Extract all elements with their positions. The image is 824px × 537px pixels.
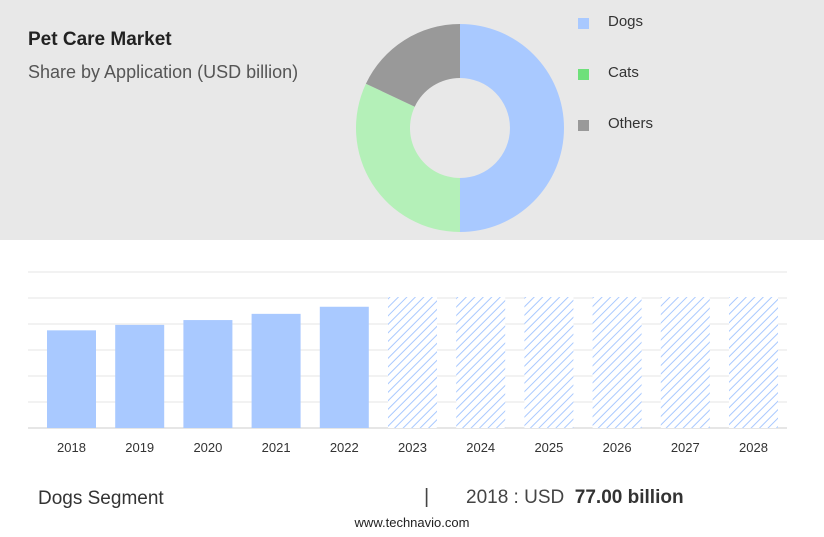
x-tick-label: 2024 — [466, 440, 495, 455]
legend-swatch-dogs — [578, 18, 589, 29]
donut-slice-cats — [356, 83, 460, 232]
legend-swatch-others — [578, 120, 589, 131]
x-tick-label: 2023 — [398, 440, 427, 455]
footer-separator: | — [424, 486, 430, 508]
chart-title: Pet Care Market — [28, 29, 172, 50]
bar-2023 — [388, 297, 437, 428]
source-link[interactable]: www.technavio.com — [354, 515, 470, 530]
segment-value-prefix: 2018 : USD — [466, 487, 565, 508]
chart-subtitle: Share by Application (USD billion) — [28, 62, 299, 82]
bar-2018 — [47, 330, 96, 428]
bar-2025 — [524, 297, 574, 428]
bar-2026 — [592, 297, 642, 428]
legend-label-others: Others — [608, 115, 654, 132]
segment-value-amount: 77.00 billion — [574, 487, 684, 508]
x-tick-label: 2026 — [603, 440, 632, 455]
legend-swatch-cats — [578, 69, 589, 80]
donut-chart — [356, 24, 564, 232]
x-tick-label: 2020 — [193, 440, 222, 455]
x-tick-label: 2021 — [262, 440, 291, 455]
bar-2020 — [183, 320, 233, 428]
x-tick-label: 2028 — [739, 440, 768, 455]
bar-2022 — [319, 306, 369, 428]
legend-label-cats: Cats — [608, 64, 639, 81]
bar-2028 — [729, 297, 778, 428]
x-tick-label: 2027 — [671, 440, 700, 455]
segment-label: Dogs Segment — [38, 488, 164, 509]
bar-chart: 2018 2019 2020 2021 2022 2023 2024 2025 2026 2027… — [28, 271, 787, 455]
x-tick-label: 2022 — [330, 440, 359, 455]
segment-value: 2018 : USD 77.00 billion — [466, 487, 684, 509]
bar-2027 — [660, 297, 710, 428]
donut-slice-others — [365, 24, 460, 107]
legend-label-dogs: Dogs — [608, 13, 644, 30]
x-tick-label: 2019 — [125, 440, 154, 455]
x-tick-label: 2025 — [534, 440, 563, 455]
bar-2024 — [456, 297, 506, 428]
x-tick-label: 2018 — [57, 440, 86, 455]
bar-2019 — [115, 324, 165, 428]
donut-slice-dogs — [460, 24, 564, 232]
bar-2021 — [251, 313, 301, 428]
